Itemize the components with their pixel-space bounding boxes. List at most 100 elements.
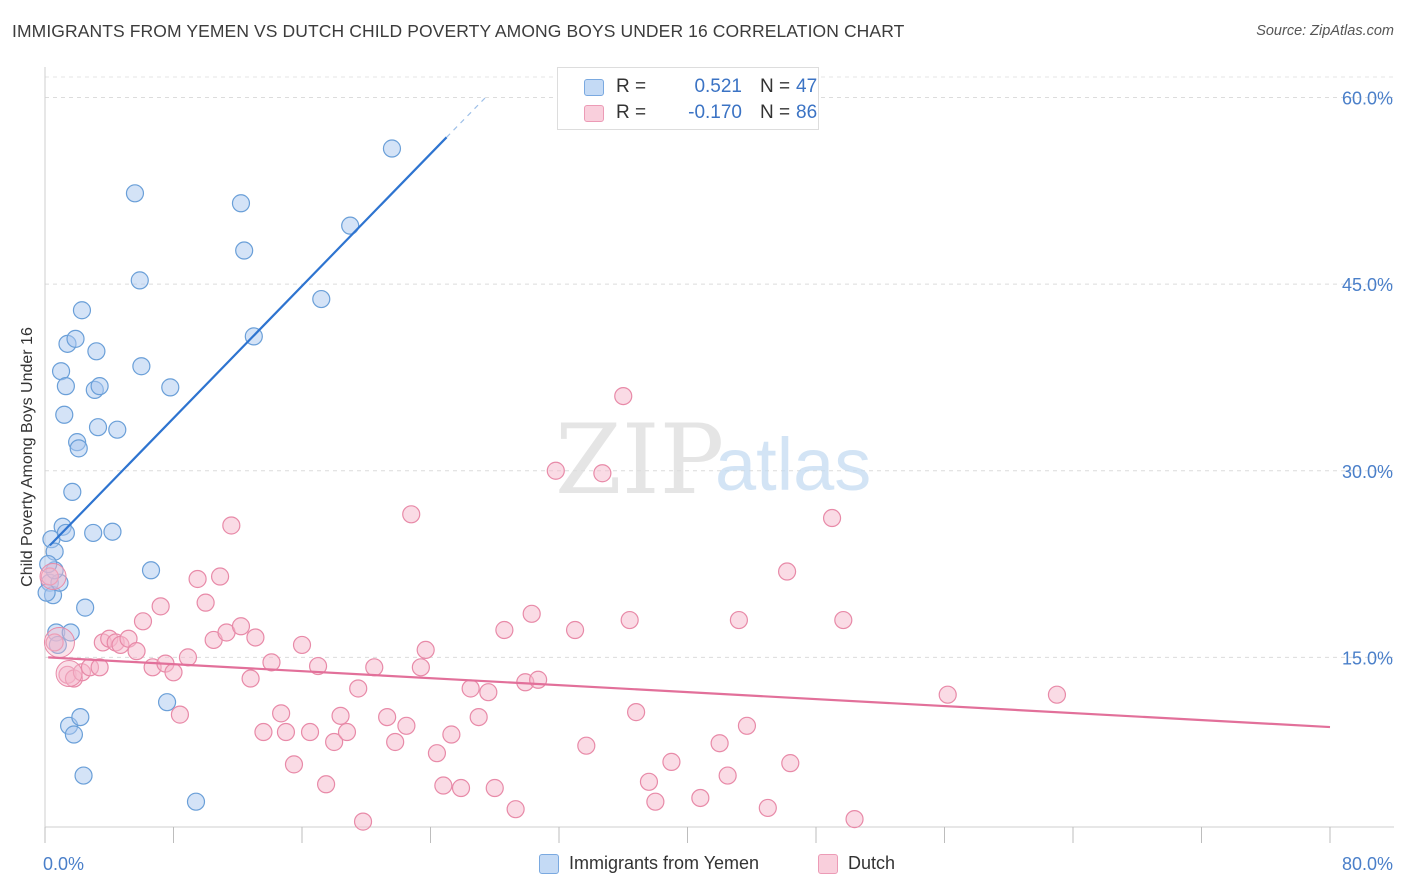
point-yemen — [312, 289, 331, 309]
point-dutch — [758, 798, 777, 818]
point-dutch — [938, 685, 957, 704]
point-dutch — [626, 703, 646, 722]
point-dutch — [325, 732, 344, 752]
point-dutch — [485, 778, 504, 798]
point-dutch — [639, 772, 659, 791]
point-dutch — [55, 660, 83, 688]
point-yemen — [157, 693, 177, 712]
point-dutch — [691, 788, 710, 808]
trendline-yemen — [49, 136, 448, 547]
point-dutch — [451, 778, 471, 798]
legend-swatch-dutch — [584, 105, 604, 122]
point-dutch — [284, 755, 304, 774]
point-dutch — [434, 776, 453, 795]
legend-n-label: N = — [760, 102, 791, 123]
point-yemen — [56, 377, 75, 396]
legend-swatch-yemen — [584, 79, 604, 96]
y-tick-label: 45.0% — [1342, 275, 1393, 295]
trend-lines — [48, 95, 1331, 729]
point-dutch — [292, 635, 312, 655]
point-yemen — [84, 523, 103, 543]
point-yemen — [231, 194, 251, 213]
point-dutch — [646, 792, 665, 811]
point-dutch — [718, 766, 737, 785]
point-yemen — [63, 482, 82, 502]
point-dutch — [188, 569, 207, 589]
point-dutch — [133, 612, 153, 631]
legend-n-value: 86 — [796, 102, 818, 123]
legend-r-value: -0.170 — [688, 102, 742, 123]
point-dutch — [845, 810, 864, 829]
point-dutch — [411, 658, 430, 677]
point-dutch — [45, 633, 64, 652]
point-dutch — [469, 707, 488, 727]
point-dutch — [495, 620, 514, 640]
point-yemen — [55, 405, 74, 424]
y-tick-label: 15.0% — [1342, 648, 1393, 668]
point-dutch — [402, 505, 421, 524]
point-yemen — [76, 598, 95, 617]
point-dutch — [614, 387, 633, 406]
point-dutch — [164, 663, 183, 682]
point-yemen — [72, 301, 92, 320]
point-yemen — [66, 329, 85, 348]
point-dutch — [170, 705, 190, 724]
x-tick-label: 0.0% — [43, 854, 84, 874]
point-dutch — [416, 640, 435, 660]
point-yemen — [87, 342, 106, 361]
trendline-yemen-extension — [446, 95, 488, 138]
legend-box: R = 0.521 N = 47 R = -0.170 N = 86 — [557, 67, 819, 130]
point-dutch — [386, 732, 405, 752]
point-yemen — [186, 792, 206, 811]
legend-n-label: N = — [760, 76, 791, 97]
point-dutch — [1047, 685, 1067, 704]
point-dutch — [522, 604, 541, 623]
point-dutch — [308, 656, 328, 676]
legend-r-value: 0.521 — [694, 76, 742, 97]
point-dutch — [262, 653, 281, 672]
point-dutch — [40, 567, 59, 586]
point-dutch — [565, 620, 585, 640]
point-yemen — [161, 378, 180, 397]
trendline-dutch — [48, 656, 1331, 729]
point-dutch — [90, 658, 109, 677]
tick-labels: 15.0% 30.0% 45.0% 60.0% 0.0% 80.0% — [43, 89, 1393, 875]
point-yemen — [103, 522, 122, 541]
point-dutch — [506, 800, 525, 819]
point-dutch — [577, 736, 596, 755]
point-dutch — [39, 563, 67, 591]
point-dutch — [43, 626, 75, 658]
legend-r-label: R = — [616, 76, 647, 97]
point-dutch — [710, 734, 729, 753]
point-dutch — [378, 707, 397, 727]
point-dutch — [737, 716, 757, 735]
y-tick-label: 60.0% — [1342, 89, 1393, 109]
point-dutch — [365, 658, 384, 677]
y-tick-label: 30.0% — [1342, 462, 1393, 482]
point-dutch — [316, 775, 336, 794]
point-dutch — [231, 617, 251, 636]
point-yemen — [132, 357, 151, 376]
point-yemen — [341, 216, 360, 235]
point-yemen — [56, 523, 75, 543]
point-yemen — [88, 418, 108, 437]
watermark-zip: ZIP — [555, 404, 724, 516]
point-dutch — [272, 704, 291, 723]
point-dutch — [254, 722, 273, 742]
point-yemen — [74, 766, 93, 785]
point-yemen — [125, 184, 145, 203]
point-yemen — [71, 707, 90, 727]
point-dutch — [246, 628, 265, 647]
point-yemen — [69, 439, 88, 458]
axes — [44, 67, 1394, 843]
point-yemen — [130, 271, 149, 290]
point-dutch — [546, 461, 565, 480]
point-dutch — [241, 669, 260, 688]
legend-r-label: R = — [616, 102, 647, 123]
grid-lines — [45, 76, 1394, 658]
point-dutch — [822, 508, 842, 528]
bottom-legend-swatch-dutch — [818, 854, 838, 874]
point-dutch — [479, 683, 498, 702]
point-dutch — [777, 562, 797, 581]
